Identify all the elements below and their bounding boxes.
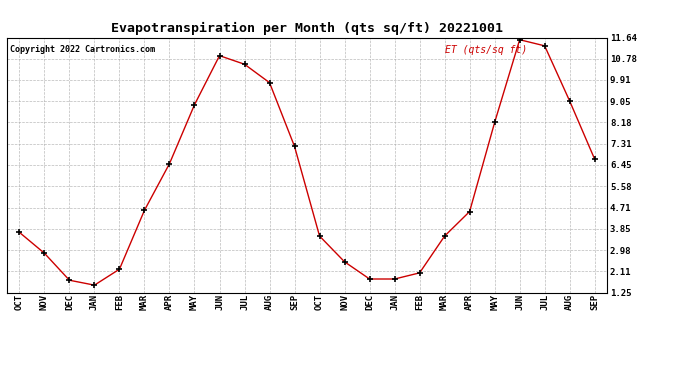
Text: Copyright 2022 Cartronics.com: Copyright 2022 Cartronics.com <box>10 45 155 54</box>
Title: Evapotranspiration per Month (qts sq/ft) 20221001: Evapotranspiration per Month (qts sq/ft)… <box>111 22 503 35</box>
Text: ET (qts/sq ft): ET (qts/sq ft) <box>445 45 527 55</box>
